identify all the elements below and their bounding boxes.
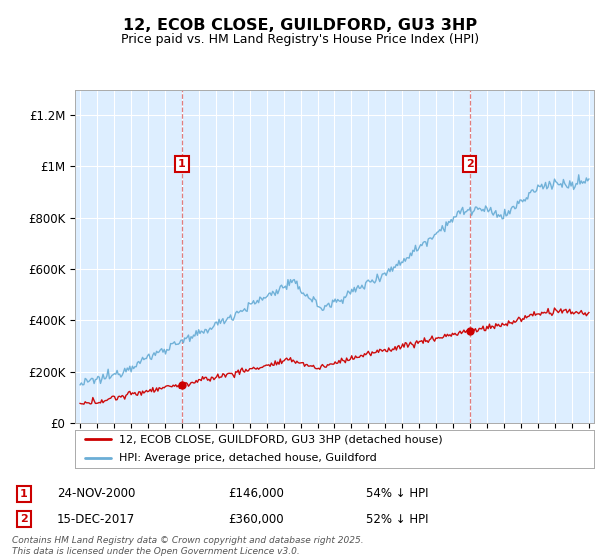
Text: HPI: Average price, detached house, Guildford: HPI: Average price, detached house, Guil… (119, 453, 377, 463)
Text: 12, ECOB CLOSE, GUILDFORD, GU3 3HP (detached house): 12, ECOB CLOSE, GUILDFORD, GU3 3HP (deta… (119, 434, 443, 444)
Text: 54% ↓ HPI: 54% ↓ HPI (366, 487, 428, 501)
Text: 24-NOV-2000: 24-NOV-2000 (57, 487, 136, 501)
Text: 15-DEC-2017: 15-DEC-2017 (57, 512, 135, 526)
Text: 2: 2 (20, 514, 28, 524)
Text: 52% ↓ HPI: 52% ↓ HPI (366, 512, 428, 526)
Text: 1: 1 (178, 159, 186, 169)
Text: Contains HM Land Registry data © Crown copyright and database right 2025.
This d: Contains HM Land Registry data © Crown c… (12, 536, 364, 556)
Text: 1: 1 (20, 489, 28, 499)
Text: 2: 2 (466, 159, 473, 169)
Text: Price paid vs. HM Land Registry's House Price Index (HPI): Price paid vs. HM Land Registry's House … (121, 32, 479, 46)
Text: £146,000: £146,000 (228, 487, 284, 501)
Text: £360,000: £360,000 (228, 512, 284, 526)
Text: 12, ECOB CLOSE, GUILDFORD, GU3 3HP: 12, ECOB CLOSE, GUILDFORD, GU3 3HP (123, 18, 477, 33)
